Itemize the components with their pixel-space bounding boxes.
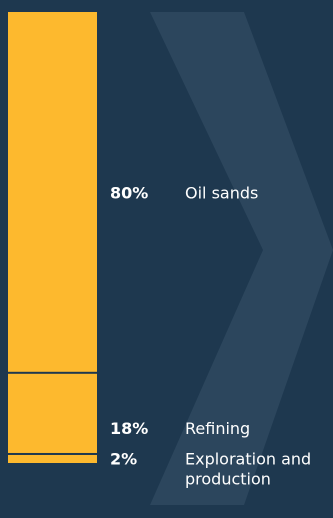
value-label-2: 18% [110, 419, 148, 438]
category-label-line: Exploration and [185, 449, 311, 468]
category-label-3: Exploration and production [185, 449, 311, 488]
category-label-line: production [185, 469, 271, 488]
value-label-3: 2% [110, 449, 137, 468]
segment-divider-1 [8, 371, 97, 374]
category-label-1: Oil sands [185, 183, 258, 202]
category-label-line: Oil sands [185, 183, 258, 202]
category-label-line: Refining [185, 419, 250, 438]
bar-segment-3 [8, 453, 97, 463]
bar-segment-2 [8, 372, 97, 454]
category-label-2: Refining [185, 419, 250, 438]
stacked-bar [8, 12, 97, 463]
bar-segment-1 [8, 12, 97, 373]
value-label-1: 80% [110, 183, 148, 202]
chevron-arrow-decoration [150, 12, 333, 505]
segment-labels: 80% Oil sands 18% Refining 2% Exploration and… [110, 183, 311, 488]
segment-divider-2 [8, 452, 97, 455]
